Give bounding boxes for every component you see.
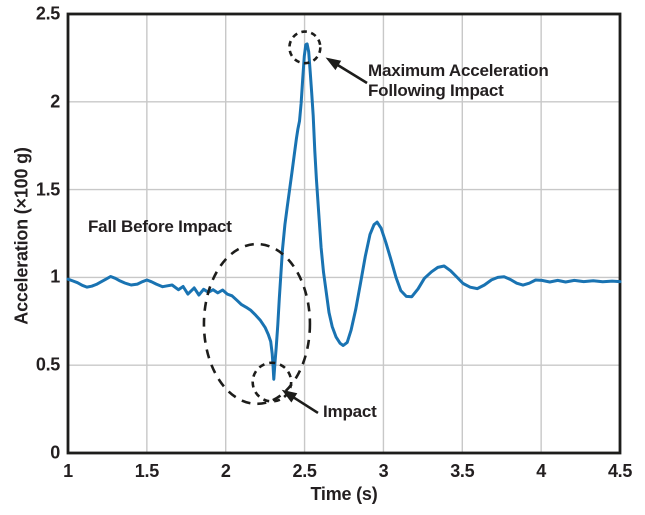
y-tick-label: 1 — [50, 266, 60, 287]
y-tick-label: 2.5 — [35, 3, 60, 24]
y-tick-label: 2 — [50, 91, 60, 112]
maximum-acceleration-marker — [288, 30, 322, 65]
acceleration-trace — [66, 42, 622, 381]
impact-marker — [251, 361, 293, 403]
maximum-acceleration-label: Maximum Acceleration Following Impact — [368, 61, 549, 100]
x-tick-label: 4.5 — [607, 461, 633, 481]
maximum-acceleration-arrowhead-icon — [325, 57, 342, 71]
x-axis-title: Time (s) — [310, 484, 378, 504]
x-tick-label: 2 — [220, 461, 231, 481]
y-tick-label: 0.5 — [35, 354, 60, 375]
x-tick-label: 4 — [536, 461, 546, 481]
impact-arrowhead-icon — [281, 389, 298, 403]
impact-label: Impact — [323, 402, 377, 421]
x-tick-label: 1.5 — [134, 461, 159, 481]
fall-before-impact-marker — [202, 242, 312, 406]
x-tick-label: 2.5 — [292, 461, 317, 481]
x-tick-label: 1 — [63, 461, 73, 481]
impact-arrow-shaft — [291, 395, 319, 415]
fall-before-impact-label: Fall Before Impact — [88, 217, 232, 236]
x-tick-label: 3 — [378, 461, 389, 481]
y-tick-label: 0 — [50, 442, 60, 463]
maximum-acceleration-arrow-shaft — [335, 63, 368, 85]
plot-border — [66, 12, 622, 455]
x-tick-label: 3.5 — [450, 461, 475, 481]
y-tick-label: 1.5 — [35, 179, 60, 200]
y-axis-title: Acceleration (×100 g) — [11, 147, 32, 325]
